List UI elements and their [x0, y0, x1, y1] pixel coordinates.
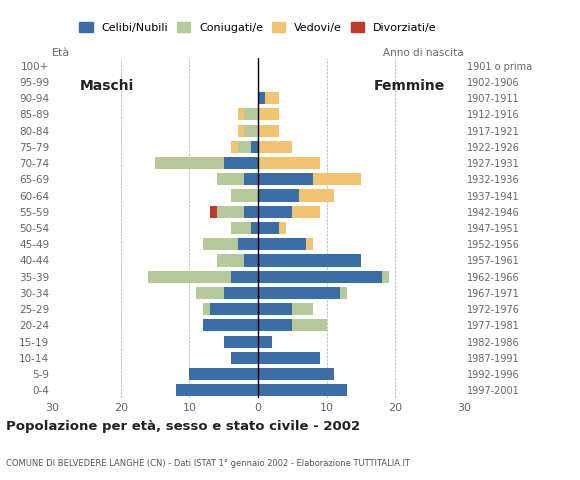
Bar	[217, 173, 244, 185]
Bar	[251, 222, 258, 234]
Bar	[258, 222, 278, 234]
Bar	[203, 238, 238, 250]
Bar	[224, 287, 258, 299]
Bar	[176, 384, 258, 396]
Bar	[203, 303, 210, 315]
Bar	[244, 108, 258, 120]
Bar	[258, 141, 292, 153]
Bar	[258, 92, 265, 104]
Bar	[258, 254, 361, 266]
Bar	[231, 190, 258, 202]
Bar	[231, 271, 258, 283]
Bar	[258, 238, 306, 250]
Bar	[292, 206, 320, 218]
Bar	[244, 206, 258, 218]
Bar	[292, 303, 313, 315]
Bar	[244, 173, 258, 185]
Bar	[258, 108, 278, 120]
Bar	[258, 157, 320, 169]
Bar	[258, 368, 334, 380]
Text: Maschi: Maschi	[80, 79, 134, 93]
Text: Età: Età	[52, 48, 70, 58]
Bar	[251, 141, 258, 153]
Bar	[217, 254, 244, 266]
Bar	[238, 238, 258, 250]
Bar	[258, 271, 382, 283]
Bar	[258, 287, 340, 299]
Bar	[224, 157, 258, 169]
Bar	[210, 206, 217, 218]
Bar	[238, 141, 251, 153]
Text: Popolazione per età, sesso e stato civile - 2002: Popolazione per età, sesso e stato civil…	[6, 420, 360, 432]
Bar	[258, 336, 272, 348]
Bar	[382, 271, 389, 283]
Bar	[224, 336, 258, 348]
Bar	[238, 108, 244, 120]
Text: Anno di nascita: Anno di nascita	[383, 48, 464, 58]
Bar	[231, 141, 238, 153]
Bar	[203, 319, 258, 332]
Bar	[197, 287, 224, 299]
Bar	[155, 157, 224, 169]
Legend: Celibi/Nubili, Coniugati/e, Vedovi/e, Divorziati/e: Celibi/Nubili, Coniugati/e, Vedovi/e, Di…	[79, 22, 437, 33]
Bar	[258, 384, 347, 396]
Bar	[217, 206, 244, 218]
Bar	[258, 124, 278, 137]
Bar	[190, 368, 258, 380]
Bar	[231, 352, 258, 364]
Bar	[244, 254, 258, 266]
Bar	[258, 352, 320, 364]
Bar	[258, 206, 292, 218]
Bar	[313, 173, 361, 185]
Text: COMUNE DI BELVEDERE LANGHE (CN) - Dati ISTAT 1° gennaio 2002 - Elaborazione TUTT: COMUNE DI BELVEDERE LANGHE (CN) - Dati I…	[6, 458, 410, 468]
Bar	[210, 303, 258, 315]
Bar	[340, 287, 347, 299]
Bar	[258, 303, 292, 315]
Bar	[258, 319, 292, 332]
Bar	[258, 173, 313, 185]
Bar	[278, 222, 285, 234]
Bar	[292, 319, 327, 332]
Bar	[148, 271, 231, 283]
Text: Femmine: Femmine	[374, 79, 445, 93]
Bar	[238, 124, 244, 137]
Bar	[231, 222, 251, 234]
Bar	[306, 238, 313, 250]
Bar	[244, 124, 258, 137]
Bar	[258, 190, 299, 202]
Bar	[299, 190, 334, 202]
Bar	[265, 92, 279, 104]
